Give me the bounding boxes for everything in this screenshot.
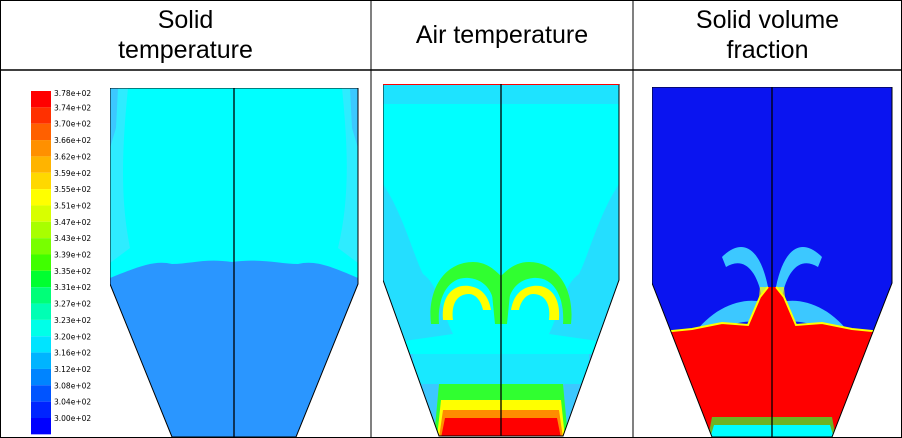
legend-swatch — [31, 172, 51, 190]
air-temperature-contour — [383, 84, 620, 437]
legend-swatch — [31, 238, 51, 255]
legend-label: 3.74e+02 — [54, 103, 91, 112]
legend-swatch — [31, 352, 51, 369]
legend-label: 3.51e+02 — [54, 201, 91, 210]
legend-label: 3.43e+02 — [54, 234, 91, 243]
legend-swatch — [31, 123, 51, 141]
legend-label: 3.47e+02 — [54, 218, 91, 227]
legend-swatch — [31, 368, 51, 386]
legend-swatch — [31, 107, 51, 124]
legend-label: 3.66e+02 — [54, 136, 91, 145]
legend-label: 3.08e+02 — [54, 381, 91, 390]
legend-swatch — [31, 303, 51, 320]
legend-label: 3.23e+02 — [54, 316, 91, 325]
legend-label: 3.55e+02 — [54, 185, 91, 194]
legend-swatch — [31, 221, 51, 239]
legend-swatch — [31, 270, 51, 288]
legend-swatch — [31, 91, 51, 108]
legend-swatch — [31, 319, 51, 337]
solid-temperature-contour — [110, 88, 359, 438]
legend-swatch — [31, 189, 51, 206]
legend-label: 3.62e+02 — [54, 152, 91, 161]
legend-swatch — [31, 205, 51, 222]
legend-swatch — [31, 401, 51, 418]
legend-label: 3.04e+02 — [54, 398, 91, 407]
legend-swatch — [31, 140, 51, 157]
solid-volume-fraction-contour — [652, 87, 893, 438]
color-legend: 3.78e+02 3.74e+02 3.70e+02 3.66e+02 3.62e+02… — [31, 89, 91, 435]
legend-swatch — [31, 287, 51, 304]
legend-label: 3.35e+02 — [54, 267, 91, 276]
legend-label: 3.27e+02 — [54, 300, 91, 309]
legend-swatch — [31, 254, 51, 271]
legend-label: 3.70e+02 — [54, 120, 91, 129]
legend-label: 3.39e+02 — [54, 251, 91, 260]
legend-swatch — [31, 418, 51, 435]
header-solid-volume-fraction: Solid volume fraction — [695, 6, 840, 64]
legend-label: 3.00e+02 — [54, 414, 91, 423]
legend-label: 3.78e+02 — [54, 89, 91, 98]
legend-swatch — [31, 156, 51, 173]
legend-label: 3.59e+02 — [54, 169, 91, 178]
legend-label: 3.31e+02 — [54, 283, 91, 292]
legend-label: 3.16e+02 — [54, 349, 91, 358]
legend-label: 3.12e+02 — [54, 365, 91, 374]
legend-label: 3.20e+02 — [54, 332, 91, 341]
header-solid-temperature: Solid temperature — [118, 6, 253, 64]
legend-swatch — [31, 336, 51, 353]
legend-swatch — [31, 385, 51, 402]
header-air-temperature: Air temperature — [415, 21, 589, 49]
